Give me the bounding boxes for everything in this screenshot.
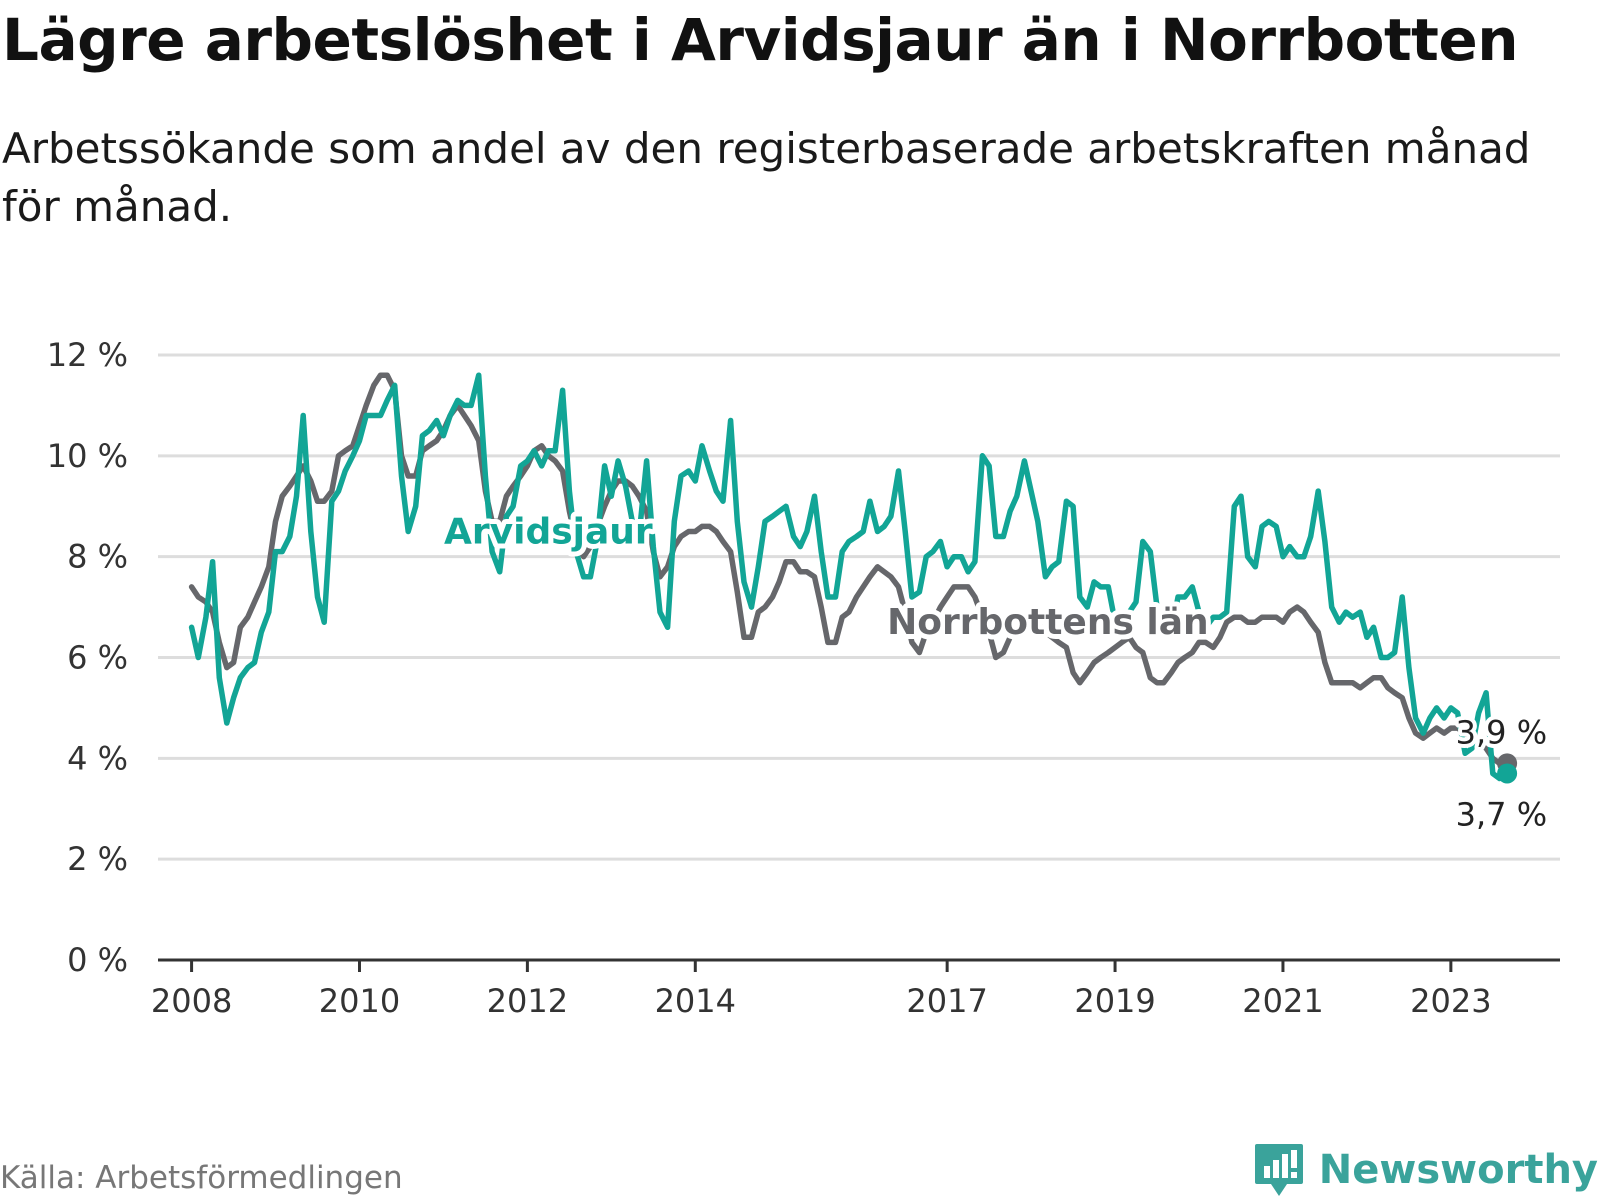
x-tick-label: 2010	[319, 982, 400, 1020]
series-label-arvidsjaur: Arvidsjaur	[444, 511, 653, 552]
series-label-norrbotten: Norrbottens län	[887, 602, 1209, 643]
x-tick-label: 2008	[151, 982, 232, 1020]
series-line-arvidsjaur	[188, 372, 1510, 782]
y-tick-label: 4 %	[67, 739, 128, 777]
series-labels: Arvidsjaur Norrbottens län 3,9 % 3,7 %	[439, 506, 1551, 837]
y-tick-label: 10 %	[47, 437, 128, 475]
x-tick-label: 2017	[906, 982, 987, 1020]
x-tick-label: 2021	[1242, 982, 1323, 1020]
y-tick-label: 12 %	[47, 336, 128, 374]
end-value-label-norrbotten: 3,9 %	[1456, 713, 1547, 751]
x-tick-label: 2014	[655, 982, 736, 1020]
end-value-label-arvidsjaur: 3,7 %	[1456, 795, 1547, 833]
end-markers	[1497, 753, 1518, 784]
page-subtitle: Arbetssökande som andel av den registerb…	[2, 124, 1531, 231]
y-tick-label: 0 %	[67, 941, 128, 979]
brand-logo: Newsworthy	[1253, 1142, 1598, 1198]
end-marker-arvidsjaur	[1497, 763, 1518, 784]
y-axis-ticks: 0 % 2 % 4 % 6 % 8 % 10 % 12 %	[47, 336, 128, 979]
page-title: Lägre arbetslöshet i Arvidsjaur än i Nor…	[2, 6, 1519, 74]
y-tick-label: 2 %	[67, 840, 128, 878]
y-tick-label: 6 %	[67, 639, 128, 677]
source-note: Källa: Arbetsförmedlingen	[0, 1160, 403, 1196]
x-tick-label: 2023	[1410, 982, 1491, 1020]
newsworthy-logo-icon	[1254, 1144, 1303, 1196]
y-tick-label: 8 %	[67, 538, 128, 576]
series-line-norrbotten	[188, 372, 1510, 767]
x-axis-ticks: 2008 2010 2012 2014 2017 2019 2021 2023	[151, 960, 1492, 1020]
series-lines	[188, 372, 1510, 782]
x-tick-label: 2012	[487, 982, 568, 1020]
grid-lines	[158, 353, 1560, 861]
x-tick-label: 2019	[1074, 982, 1155, 1020]
brand-name: Newsworthy	[1318, 1147, 1598, 1193]
